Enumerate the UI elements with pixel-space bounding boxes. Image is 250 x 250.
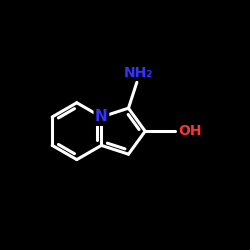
Text: NH₂: NH₂ bbox=[124, 66, 153, 80]
Text: N: N bbox=[95, 110, 108, 124]
Text: OH: OH bbox=[178, 124, 202, 138]
